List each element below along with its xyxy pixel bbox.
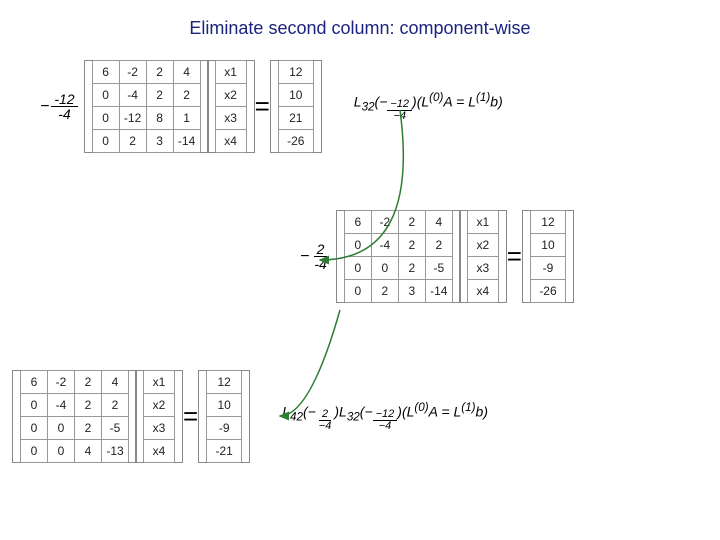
matrix-cell: 4 <box>425 211 452 234</box>
matrix-cell: 0 <box>21 440 48 463</box>
vector-cell: -21 <box>207 440 242 463</box>
minus-sign: − <box>40 98 49 116</box>
matrix-cell: 0 <box>92 130 119 153</box>
matrix-A-1: 6-2240-4220-1281023-14 <box>92 60 201 153</box>
equals-sign: = <box>183 401 198 432</box>
vector-cell: 10 <box>278 84 313 107</box>
vector-cell: x4 <box>144 440 175 463</box>
matrix-cell: 3 <box>146 130 173 153</box>
x-vector-3: x1x2x3x4 <box>143 370 175 463</box>
matrix-cell: 3 <box>398 280 425 303</box>
formula-1: L32(−−12−4)(L(0)A = L(1)b) <box>354 91 503 122</box>
matrix-cell: -4 <box>48 394 75 417</box>
matrix-cell: 2 <box>102 394 129 417</box>
matrix-cell: -14 <box>173 130 200 153</box>
equals-sign: = <box>507 241 522 272</box>
vector-cell: 10 <box>530 234 565 257</box>
vector-cell: 12 <box>207 371 242 394</box>
vector-cell: x1 <box>467 211 498 234</box>
matrix-cell: 2 <box>173 84 200 107</box>
matrix-cell: -2 <box>119 61 146 84</box>
matrix-cell: 0 <box>21 417 48 440</box>
matrix-cell: 2 <box>425 234 452 257</box>
matrix-cell: 6 <box>344 211 371 234</box>
matrix-cell: 0 <box>92 107 119 130</box>
matrix-cell: -4 <box>119 84 146 107</box>
formula-3: L42(−2−4)L32(−−12−4)(L(0)A = L(1)b) <box>282 401 488 432</box>
matrix-cell: 2 <box>146 84 173 107</box>
fraction-2: 2 -4 <box>311 242 329 271</box>
matrix-cell: 8 <box>146 107 173 130</box>
equation-block-1: − -12 -4 6-2240-4220-1281023-14 x1x2x3x4… <box>40 60 503 153</box>
matrix-cell: 2 <box>119 130 146 153</box>
matrix-A-3: 6-2240-422002-5004-13 <box>20 370 129 463</box>
vector-cell: 12 <box>530 211 565 234</box>
matrix-cell: 6 <box>92 61 119 84</box>
vector-cell: 10 <box>207 394 242 417</box>
matrix-cell: 2 <box>371 280 398 303</box>
vector-cell: x4 <box>467 280 498 303</box>
result-vector-3: 1210-9-21 <box>206 370 242 463</box>
vector-cell: x3 <box>467 257 498 280</box>
x-vector-2: x1x2x3x4 <box>467 210 499 303</box>
matrix-cell: -5 <box>425 257 452 280</box>
vector-cell: -26 <box>278 130 313 153</box>
vector-cell: x2 <box>215 84 246 107</box>
equals-sign: = <box>255 91 270 122</box>
matrix-cell: 0 <box>344 257 371 280</box>
vector-cell: -9 <box>207 417 242 440</box>
matrix-cell: -13 <box>102 440 129 463</box>
matrix-cell: 2 <box>398 257 425 280</box>
matrix-cell: -2 <box>371 211 398 234</box>
x-vector-1: x1x2x3x4 <box>215 60 247 153</box>
matrix-cell: -12 <box>119 107 146 130</box>
vector-cell: x2 <box>467 234 498 257</box>
matrix-cell: 1 <box>173 107 200 130</box>
matrix-cell: 2 <box>75 371 102 394</box>
matrix-cell: 0 <box>344 234 371 257</box>
matrix-cell: 2 <box>398 234 425 257</box>
result-vector-1: 121021-26 <box>278 60 314 153</box>
vector-cell: 21 <box>278 107 313 130</box>
matrix-cell: 2 <box>75 417 102 440</box>
matrix-cell: 0 <box>48 440 75 463</box>
matrix-cell: 2 <box>398 211 425 234</box>
vector-cell: x3 <box>215 107 246 130</box>
matrix-cell: 4 <box>75 440 102 463</box>
vector-cell: x3 <box>144 417 175 440</box>
matrix-cell: 2 <box>146 61 173 84</box>
equation-block-3: 6-2240-422002-5004-13 x1x2x3x4 = 1210-9-… <box>20 370 488 463</box>
matrix-cell: 4 <box>102 371 129 394</box>
matrix-cell: 4 <box>173 61 200 84</box>
matrix-cell: 0 <box>344 280 371 303</box>
matrix-cell: 0 <box>21 394 48 417</box>
matrix-cell: 0 <box>48 417 75 440</box>
vector-cell: x1 <box>215 61 246 84</box>
matrix-cell: -4 <box>371 234 398 257</box>
matrix-cell: -14 <box>425 280 452 303</box>
matrix-cell: -2 <box>48 371 75 394</box>
fraction-1: -12 -4 <box>51 92 77 121</box>
vector-cell: -9 <box>530 257 565 280</box>
matrix-cell: 0 <box>371 257 398 280</box>
equation-block-2: − 2 -4 6-2240-422002-5023-14 x1x2x3x4 = … <box>300 210 566 303</box>
page-title: Eliminate second column: component-wise <box>0 18 720 39</box>
matrix-cell: 0 <box>92 84 119 107</box>
vector-cell: x1 <box>144 371 175 394</box>
minus-sign: − <box>300 248 309 266</box>
vector-cell: -26 <box>530 280 565 303</box>
matrix-A-2: 6-2240-422002-5023-14 <box>344 210 453 303</box>
vector-cell: 12 <box>278 61 313 84</box>
matrix-cell: 6 <box>21 371 48 394</box>
matrix-cell: 2 <box>75 394 102 417</box>
vector-cell: x2 <box>144 394 175 417</box>
matrix-cell: -5 <box>102 417 129 440</box>
result-vector-2: 1210-9-26 <box>530 210 566 303</box>
vector-cell: x4 <box>215 130 246 153</box>
